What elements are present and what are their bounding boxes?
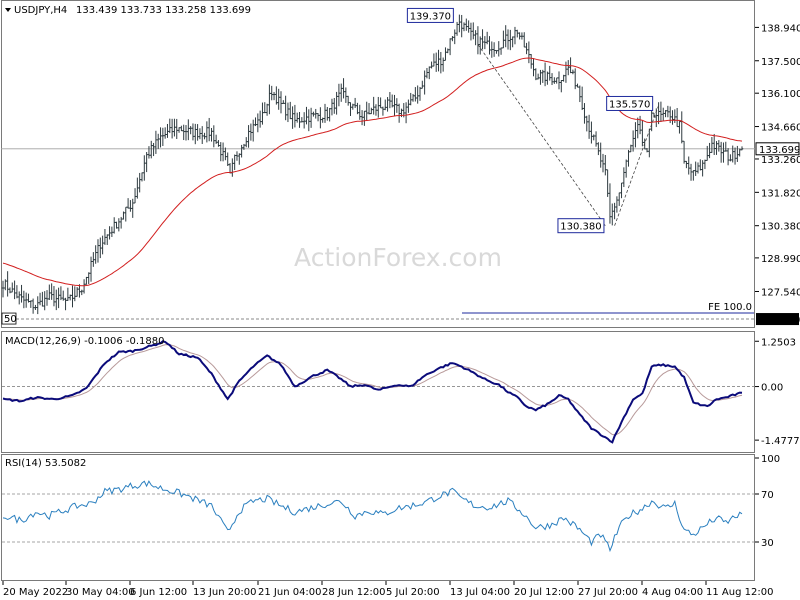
- fe-label: FE 100.0: [708, 302, 752, 313]
- x-tick-label: 5 Jul 20:00: [386, 587, 440, 598]
- price-tag-box: [557, 218, 605, 234]
- x-tick-label: 20 May 2022: [3, 587, 68, 598]
- fibo-leg-1: [477, 44, 606, 226]
- rsi-tick-label: 100: [761, 454, 780, 465]
- rsi-layer: [2, 480, 743, 553]
- x-tick-label: 20 Jul 12:00: [514, 587, 574, 598]
- macd-tick-label: -1.4777: [761, 436, 800, 447]
- rsi-tick-label: 30: [761, 538, 774, 549]
- x-tick-label: 28 Jun 12:00: [322, 587, 386, 598]
- price-bars-layer: [1, 14, 744, 315]
- fe-left-marker-box: [1, 312, 17, 325]
- x-tick-label: 30 May 04:00: [66, 587, 135, 598]
- x-tick-label: 21 Jun 04:00: [258, 587, 322, 598]
- macd-tick-label: 1.2503: [761, 337, 796, 348]
- y-tick-label: 138.940: [761, 23, 800, 34]
- y-tick-label: 128.990: [761, 254, 800, 265]
- x-tick-label: 11 Aug 12:00: [706, 587, 773, 598]
- watermark: ActionForex.com: [294, 243, 502, 272]
- triangle-down-icon[interactable]: [5, 8, 11, 12]
- y-tick-label: 130.380: [761, 222, 800, 233]
- rsi-title: RSI(14) 53.5082: [5, 458, 86, 469]
- macd-line: [2, 340, 743, 444]
- macd-signal-line: [2, 344, 743, 436]
- fe-left-marker: 50: [4, 314, 17, 325]
- price-tag-label: 139.370: [410, 11, 451, 22]
- y-tick-label: 133.260: [761, 155, 800, 166]
- axis-layer: 138.940 137.500 136.100 134.660 133.260 131.8…: [2, 23, 800, 598]
- x-tick-label: 27 Jul 20:00: [578, 587, 638, 598]
- x-tick-label: 6 Jun 12:00: [130, 587, 187, 598]
- fe-value-label: 126.350: [759, 315, 800, 326]
- price-panel-frame: [1, 0, 755, 328]
- macd-tick-label: 0.00: [761, 383, 783, 394]
- price-tag-box: [606, 95, 654, 111]
- x-tick-label: 4 Aug 04:00: [642, 587, 703, 598]
- fe-value-box: [756, 313, 799, 326]
- rsi-line: [2, 480, 743, 553]
- macd-title: MACD(12,26,9) -0.1006 -0.1880: [5, 336, 165, 347]
- x-tick-label: 13 Jun 20:00: [193, 587, 257, 598]
- y-tick-label: 127.540: [761, 287, 800, 298]
- last-price-label: 133.699: [759, 145, 800, 156]
- macd-panel-frame: [1, 331, 755, 453]
- y-tick-label: 134.660: [761, 123, 800, 134]
- x-tick-label: 13 Jul 04:00: [450, 587, 510, 598]
- y-tick-label: 137.500: [761, 57, 800, 68]
- price-tag-label: 130.380: [560, 222, 601, 233]
- fibo-leg-2: [614, 105, 659, 226]
- y-tick-label: 136.100: [761, 89, 800, 100]
- price-tag-label: 135.570: [609, 99, 650, 110]
- rsi-panel-frame: [1, 454, 755, 581]
- watermark-layer: ActionForex.com: [294, 243, 502, 272]
- last-price-box: [755, 142, 800, 156]
- annotation-layer: 139.370 135.570 130.380: [406, 7, 659, 234]
- y-tick-label: 131.820: [761, 188, 800, 199]
- price-tag-box: [406, 7, 454, 23]
- symbol-label: USDJPY,H4: [14, 5, 67, 16]
- rsi-tick-label: 70: [761, 490, 774, 501]
- macd-layer: [2, 340, 743, 444]
- ohlc-readout: 133.439 133.733 133.258 133.699: [76, 5, 251, 16]
